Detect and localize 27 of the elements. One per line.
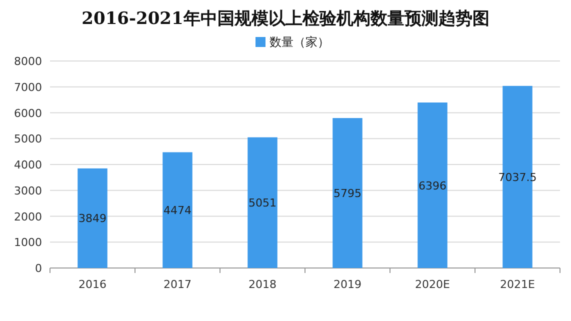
x-tick-label: 2017 (164, 278, 192, 291)
y-tick-label: 3000 (14, 184, 42, 198)
x-tick-label: 2020E (415, 278, 450, 291)
y-tick-label: 4000 (14, 158, 42, 172)
bar (248, 137, 278, 268)
x-tick-label: 2016 (78, 278, 106, 291)
bar (162, 152, 192, 268)
data-label: 4474 (164, 204, 192, 218)
y-tick-label: 7000 (14, 80, 42, 94)
data-label: 6396 (418, 179, 446, 192)
chart-title: 2016-2021年中国规模以上检验机构数量预测趋势图 (82, 9, 490, 29)
x-tick-label: 2021E (500, 278, 536, 291)
bar (418, 102, 448, 268)
y-tick-label: 0 (35, 262, 42, 275)
bar (332, 118, 362, 268)
bar (78, 168, 108, 268)
y-tick-label: 8000 (14, 55, 42, 68)
y-tick-label: 5000 (14, 132, 42, 146)
legend-label: 数量（家） (270, 35, 330, 49)
y-tick-label: 1000 (14, 236, 42, 250)
data-label: 5051 (248, 196, 276, 210)
data-label: 3849 (78, 212, 106, 226)
data-label: 5795 (334, 187, 362, 200)
y-tick-label: 2000 (14, 210, 42, 224)
x-tick-label: 2019 (334, 278, 362, 291)
x-tick-label: 2018 (248, 278, 276, 291)
y-tick-label: 6000 (14, 106, 42, 120)
